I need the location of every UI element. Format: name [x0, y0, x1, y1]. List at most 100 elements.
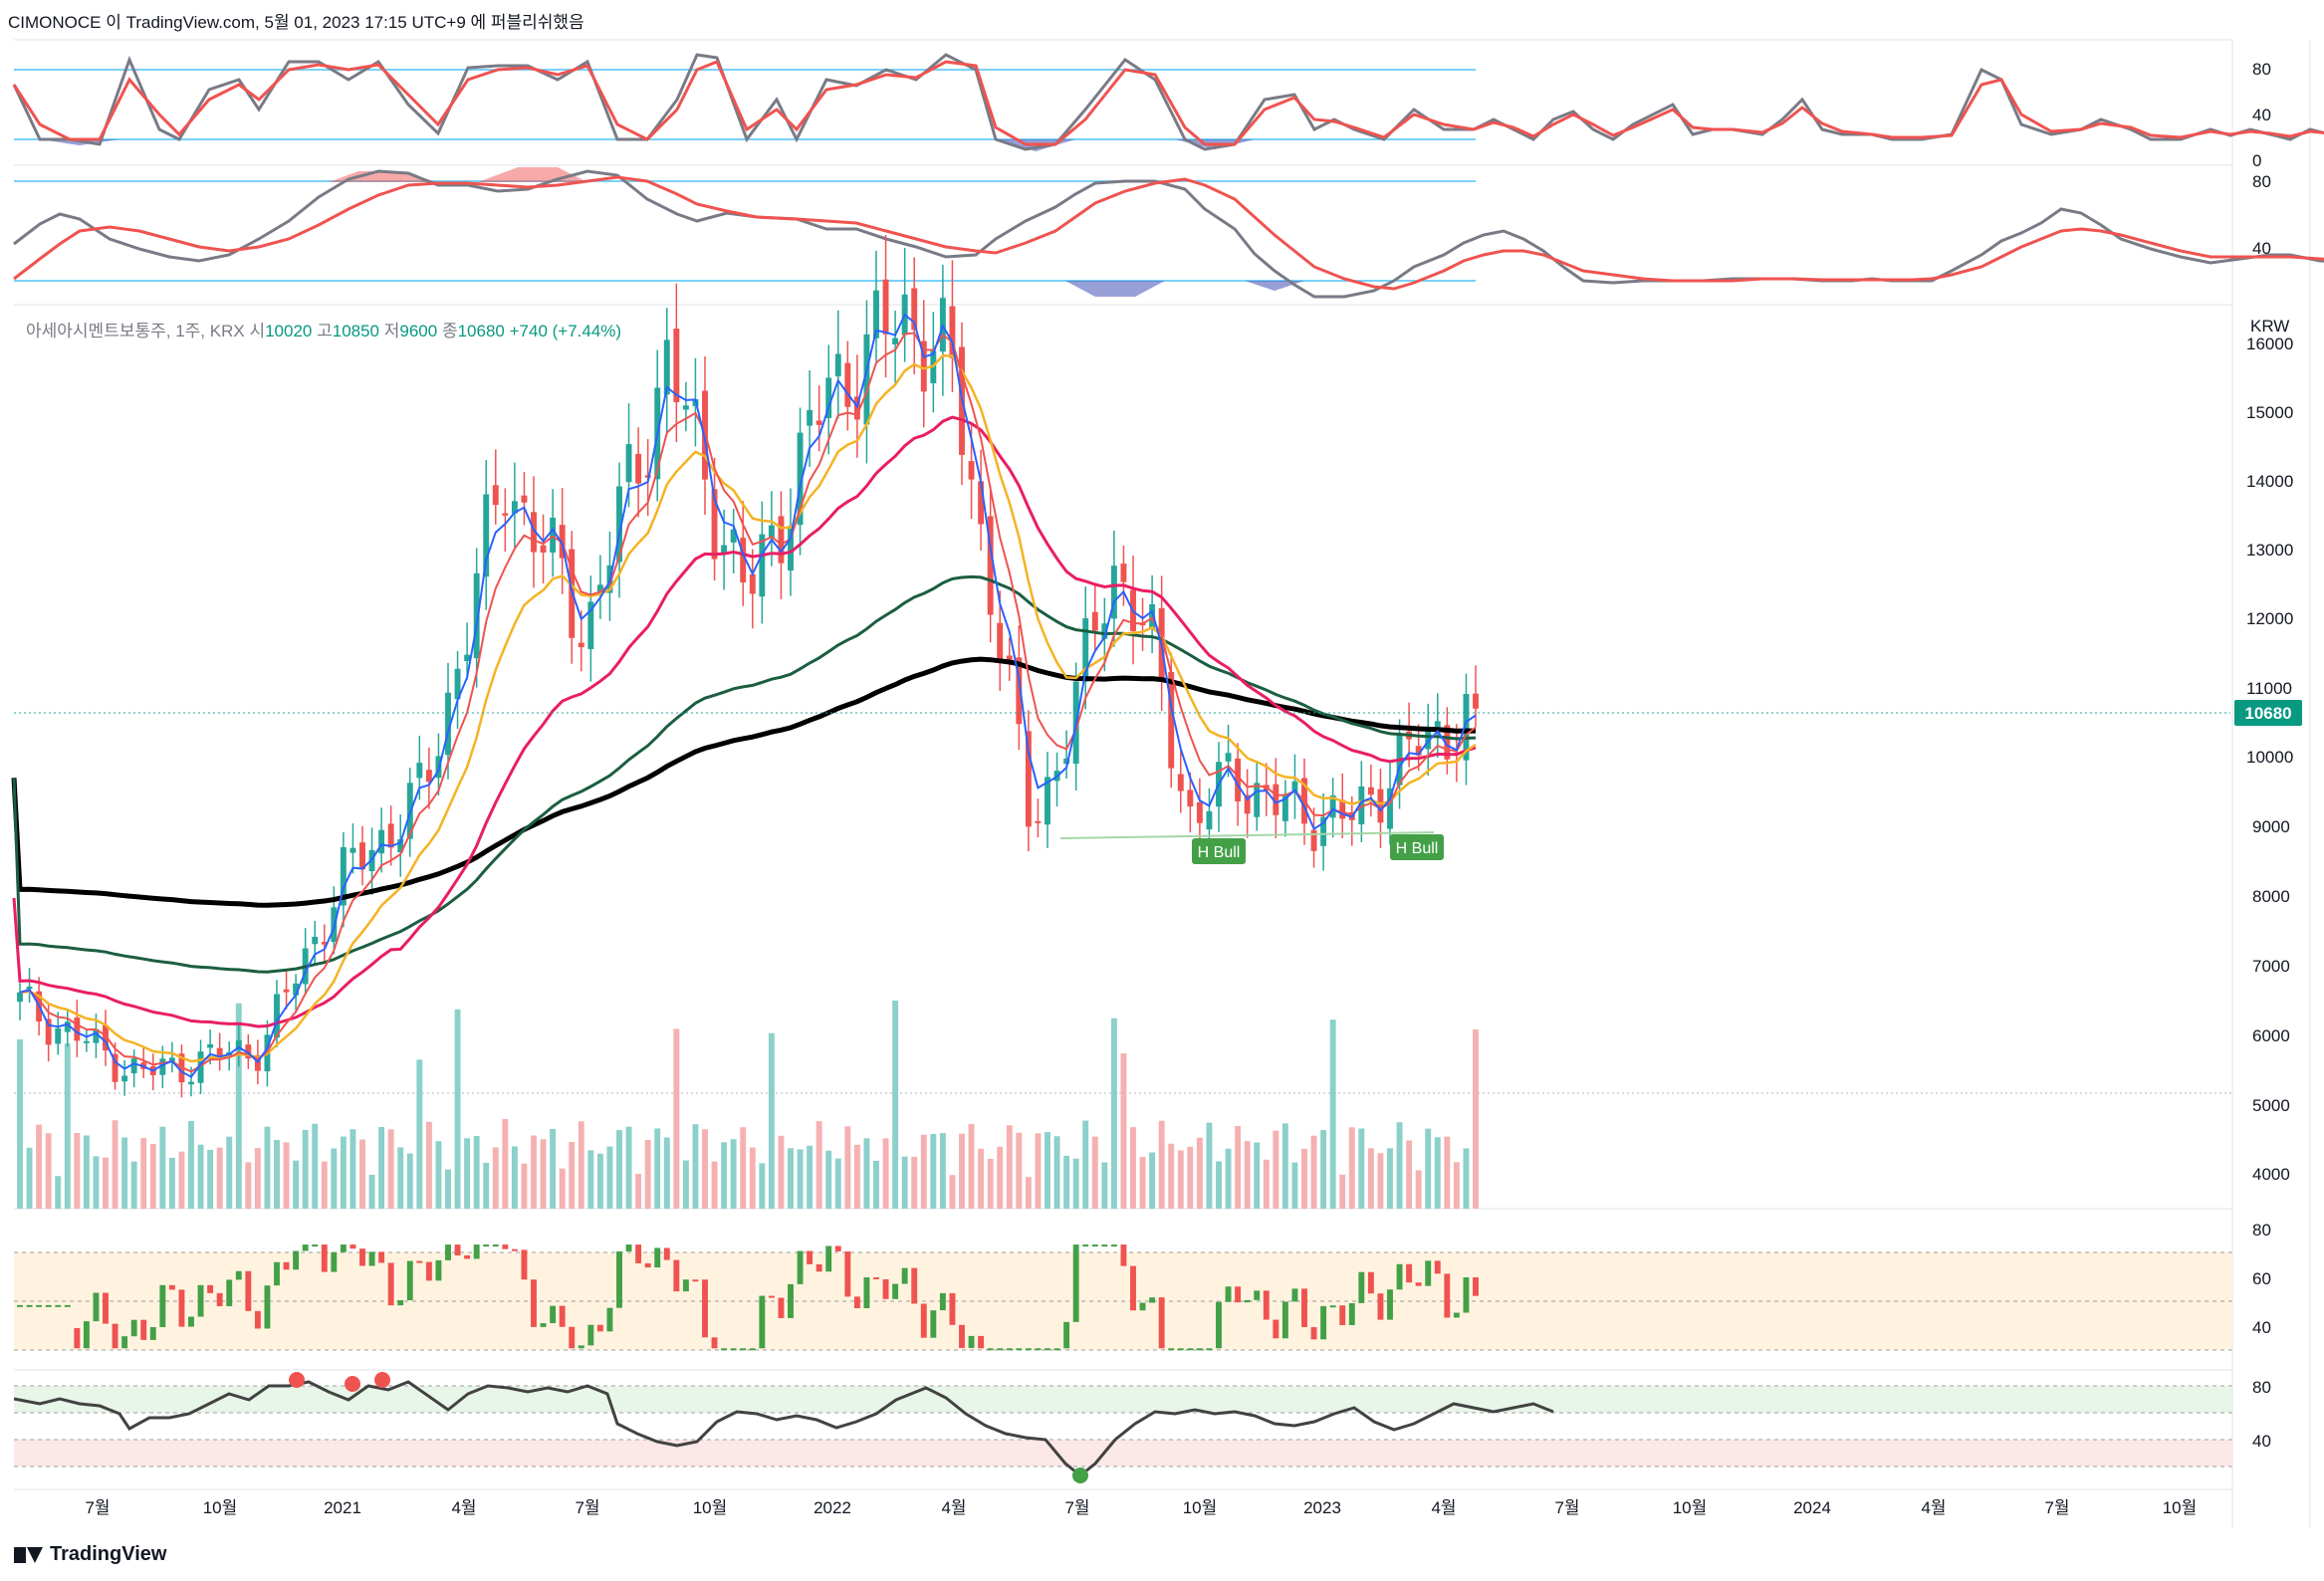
- volume-bar: [1101, 1162, 1108, 1209]
- candle-body: [1377, 789, 1384, 823]
- candle-body: [663, 339, 670, 395]
- rsi-candle: [1273, 1319, 1279, 1339]
- candle-body: [454, 668, 461, 700]
- candle-body: [1387, 788, 1393, 829]
- volume-bar: [797, 1149, 804, 1209]
- rsi-candle: [702, 1279, 708, 1338]
- volume-bar: [606, 1146, 613, 1209]
- time-tick-2: 2021: [324, 1498, 361, 1517]
- osc-tick-80: 80: [2252, 1378, 2271, 1397]
- candle-body: [64, 1021, 71, 1032]
- stoch-pane-1: [12, 53, 2324, 151]
- volume-bar: [83, 1135, 90, 1209]
- stoch2-d-line: [13, 175, 2324, 291]
- volume-bar: [873, 1160, 879, 1209]
- rsi-candle: [825, 1245, 832, 1272]
- candle-body: [892, 338, 899, 344]
- candle-body: [321, 942, 328, 945]
- price-tick-4: 12000: [2246, 609, 2293, 628]
- stoch2-tick-80: 80: [2252, 172, 2271, 191]
- rsi-candle: [1444, 1273, 1451, 1318]
- rsi-candle: [721, 1348, 728, 1351]
- candle-body: [1339, 799, 1346, 819]
- rsi-candle: [359, 1248, 365, 1266]
- rsi-candle: [511, 1248, 518, 1251]
- volume-bar: [1091, 1136, 1098, 1209]
- volume-bar: [1329, 1019, 1336, 1209]
- candle-body: [1196, 801, 1203, 823]
- support-trendline: [1059, 831, 1435, 839]
- rsi-candle: [1415, 1282, 1422, 1286]
- rsi-candle: [1387, 1289, 1393, 1320]
- candle-body: [349, 847, 356, 853]
- rsi-candle: [1291, 1288, 1298, 1302]
- low-value: 9600: [399, 322, 438, 340]
- rsi-candles: [17, 1244, 1479, 1351]
- volume-bar: [1406, 1140, 1413, 1209]
- candle-body: [644, 475, 651, 478]
- volume-bars: [17, 1001, 1479, 1209]
- osc-signal-red-1: [289, 1372, 305, 1388]
- candle-body: [531, 512, 537, 553]
- rsi-candle: [178, 1289, 185, 1327]
- rsi-candle: [844, 1251, 851, 1297]
- volume-bar: [1358, 1128, 1365, 1209]
- candle-body: [920, 340, 927, 392]
- candle-body: [1206, 810, 1213, 830]
- volume-bar: [112, 1120, 118, 1209]
- volume-bar: [1377, 1153, 1384, 1209]
- price-tick-12: 4000: [2252, 1165, 2290, 1184]
- rsi-candle: [283, 1261, 290, 1270]
- rsi-candle: [121, 1336, 128, 1349]
- candle-body: [340, 846, 347, 906]
- volume-bar: [168, 1157, 175, 1209]
- time-tick-14: 2024: [1793, 1498, 1831, 1517]
- rsi-candle: [1016, 1348, 1023, 1351]
- candle-body: [1110, 565, 1117, 619]
- rsi-candle: [1006, 1348, 1013, 1351]
- candle-body: [1291, 781, 1298, 793]
- rsi-candle: [435, 1259, 442, 1281]
- rsi-candle: [1463, 1277, 1470, 1313]
- volume-bar: [587, 1150, 594, 1209]
- candle-body: [949, 306, 956, 358]
- rsi-candle: [1377, 1293, 1384, 1320]
- rsi-candle: [1367, 1271, 1374, 1294]
- candle-body: [596, 584, 603, 594]
- candle-body: [882, 279, 889, 335]
- close-label: 종: [441, 322, 458, 340]
- candle-body: [834, 353, 841, 377]
- volume-bar: [807, 1145, 813, 1209]
- rsi-candle: [1216, 1301, 1222, 1349]
- candle-body: [1016, 657, 1023, 725]
- volume-bar: [454, 1009, 461, 1209]
- volume-bar: [492, 1147, 499, 1209]
- candle-body: [1473, 693, 1479, 709]
- osc-signal-red-3: [374, 1372, 390, 1388]
- candle-body: [815, 420, 822, 425]
- volume-bar: [1149, 1152, 1156, 1209]
- volume-bar: [226, 1136, 233, 1209]
- tradingview-footer[interactable]: TradingView: [14, 1543, 166, 1566]
- candle-body: [283, 989, 290, 993]
- price-pane: H Bull H Bull: [11, 235, 2230, 1209]
- volume-bar: [1453, 1162, 1460, 1209]
- rsi-candle: [1130, 1265, 1136, 1311]
- volume-bar: [1367, 1148, 1374, 1209]
- volume-bar: [930, 1133, 937, 1209]
- rsi-candle: [197, 1284, 204, 1317]
- volume-bar: [1225, 1148, 1232, 1209]
- rsi-candle: [768, 1295, 775, 1298]
- time-tick-1: 10월: [203, 1498, 238, 1517]
- volume-bar: [1473, 1029, 1479, 1209]
- volume-bar: [36, 1124, 43, 1209]
- volume-bar: [55, 1176, 62, 1209]
- candle-body: [197, 1051, 204, 1083]
- stoch1-oversold-fill: [40, 139, 1255, 151]
- volume-bar: [987, 1159, 994, 1209]
- volume-bar: [368, 1175, 375, 1209]
- rsi-candle: [1310, 1327, 1317, 1340]
- h-bull-text-1: H Bull: [1198, 844, 1241, 861]
- candle-body: [502, 513, 509, 516]
